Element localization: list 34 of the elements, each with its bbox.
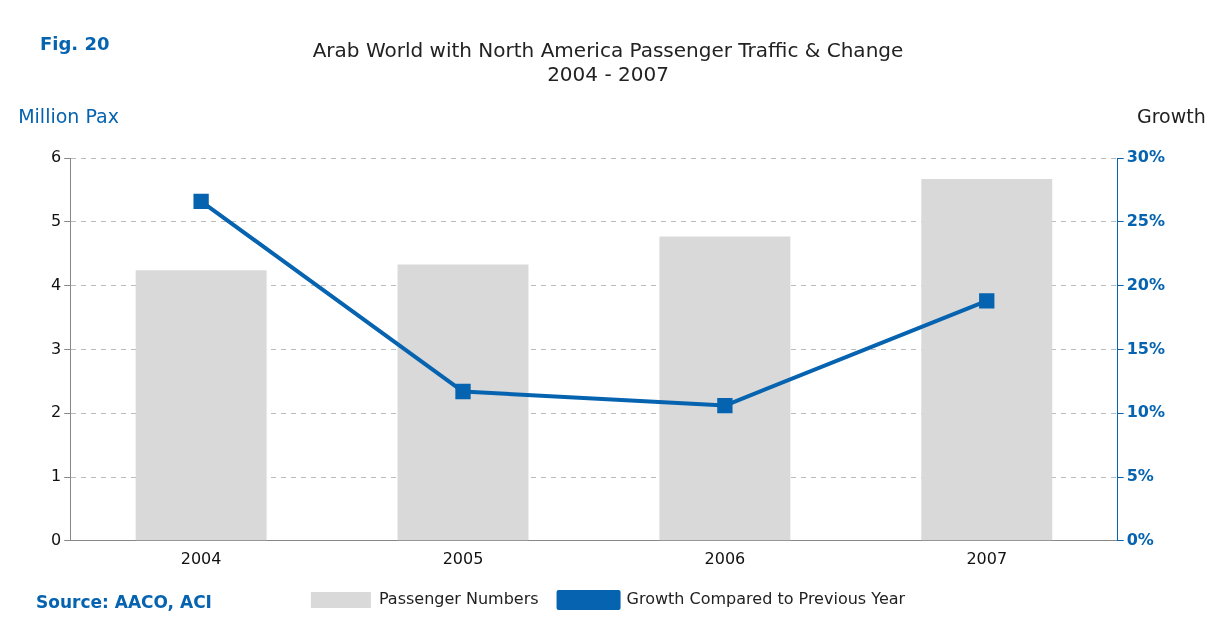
source-note: Source: AACO, ACI <box>36 591 212 612</box>
legend-label: Growth Compared to Previous Year <box>626 589 906 609</box>
y2-tick-label: 30% <box>1126 147 1165 167</box>
bar <box>397 264 529 541</box>
y2-tick-label: 5% <box>1126 466 1154 486</box>
y2-tick-label: 15% <box>1126 338 1165 358</box>
bar <box>135 270 267 541</box>
point <box>717 397 733 414</box>
bar <box>659 236 791 541</box>
point <box>193 193 209 210</box>
y-tick-label: 2 <box>50 402 62 422</box>
x-tick-label: 2007 <box>966 548 1008 568</box>
y-tick-label: 0 <box>50 529 62 549</box>
y-tick-label: 5 <box>50 210 62 230</box>
y-tick-label: 6 <box>50 147 62 167</box>
caption: Fig. 20 <box>40 32 110 54</box>
point <box>979 293 995 309</box>
y2-tick-label: 0% <box>1126 529 1154 549</box>
bar <box>921 179 1053 541</box>
y2-axis-title: Growth <box>1136 105 1206 128</box>
x-tick-label: 2005 <box>442 548 484 568</box>
point <box>455 383 471 400</box>
y-tick-label: 1 <box>50 466 62 486</box>
y2-tick-label: 10% <box>1126 402 1165 422</box>
y-axis-title: Million Pax <box>18 105 119 128</box>
chart-subtitle: 2004 - 2007 <box>547 62 669 87</box>
chart-title: Arab World with North America Passenger Traffic & Change <box>312 38 904 63</box>
y2-tick-label: 20% <box>1126 274 1165 294</box>
x-tick-label: 2004 <box>180 548 222 568</box>
legend-label: Passenger Numbers <box>378 589 539 609</box>
y-tick-label: 3 <box>50 338 62 358</box>
y-tick-label: 4 <box>50 274 62 294</box>
x-tick-label: 2006 <box>704 548 746 568</box>
y2-tick-label: 25% <box>1126 210 1165 230</box>
